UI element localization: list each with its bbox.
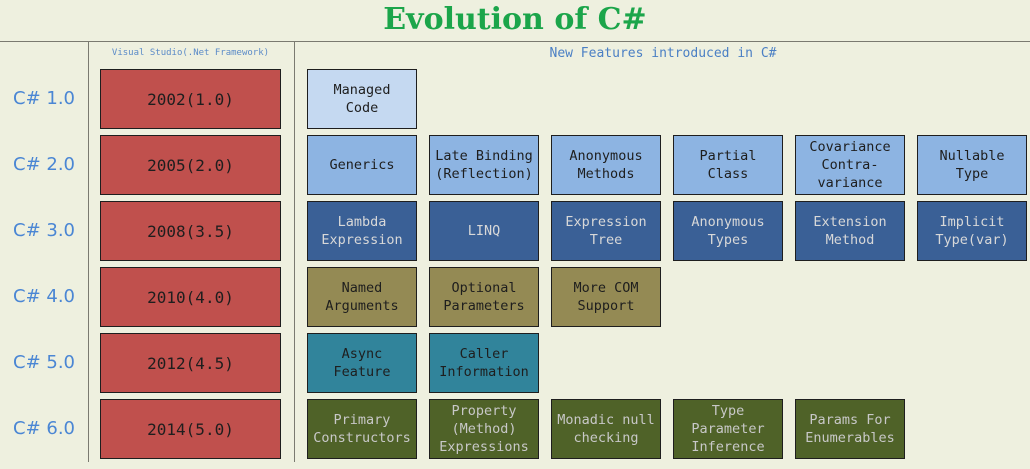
year-box-csharp-6: 2014(5.0) — [100, 399, 281, 459]
feature-box: Partial Class — [673, 135, 783, 195]
feature-box: Primary Constructors — [307, 399, 417, 459]
feature-box: Covariance Contra- variance — [795, 135, 905, 195]
version-label-csharp-1: C# 1.0 — [13, 88, 75, 109]
feature-box: Anonymous Types — [673, 201, 783, 261]
version-label-csharp-5: C# 5.0 — [13, 352, 75, 373]
year-box-csharp-4: 2010(4.0) — [100, 267, 281, 327]
feature-box: Generics — [307, 135, 417, 195]
feature-box: Named Arguments — [307, 267, 417, 327]
feature-box: Nullable Type — [917, 135, 1027, 195]
column-divider-right — [294, 42, 295, 462]
version-label-csharp-3: C# 3.0 — [13, 220, 75, 241]
feature-box: Type Parameter Inference — [673, 399, 783, 459]
feature-box: Optional Parameters — [429, 267, 539, 327]
feature-box: Caller Information — [429, 333, 539, 393]
header-divider — [0, 41, 1030, 42]
feature-box: Monadic null checking — [551, 399, 661, 459]
feature-box: Implicit Type(var) — [917, 201, 1027, 261]
feature-box: Expression Tree — [551, 201, 661, 261]
version-label-csharp-6: C# 6.0 — [13, 418, 75, 439]
feature-box: Async Feature — [307, 333, 417, 393]
features-column-header: New Features introduced in C# — [549, 46, 777, 61]
feature-box: LINQ — [429, 201, 539, 261]
version-label-csharp-2: C# 2.0 — [13, 154, 75, 175]
feature-box: Extension Method — [795, 201, 905, 261]
visual-studio-column-header: Visual Studio(.Net Framework) — [111, 48, 270, 58]
feature-box: Lambda Expression — [307, 201, 417, 261]
feature-box: Property (Method) Expressions — [429, 399, 539, 459]
feature-box: Managed Code — [307, 69, 417, 129]
year-box-csharp-1: 2002(1.0) — [100, 69, 281, 129]
diagram-title: Evolution of C# — [383, 2, 647, 37]
column-divider-left — [88, 42, 89, 462]
feature-box: Late Binding (Reflection) — [429, 135, 539, 195]
version-label-csharp-4: C# 4.0 — [13, 286, 75, 307]
year-box-csharp-5: 2012(4.5) — [100, 333, 281, 393]
feature-box: Params For Enumerables — [795, 399, 905, 459]
year-box-csharp-2: 2005(2.0) — [100, 135, 281, 195]
feature-box: More COM Support — [551, 267, 661, 327]
feature-box: Anonymous Methods — [551, 135, 661, 195]
year-box-csharp-3: 2008(3.5) — [100, 201, 281, 261]
